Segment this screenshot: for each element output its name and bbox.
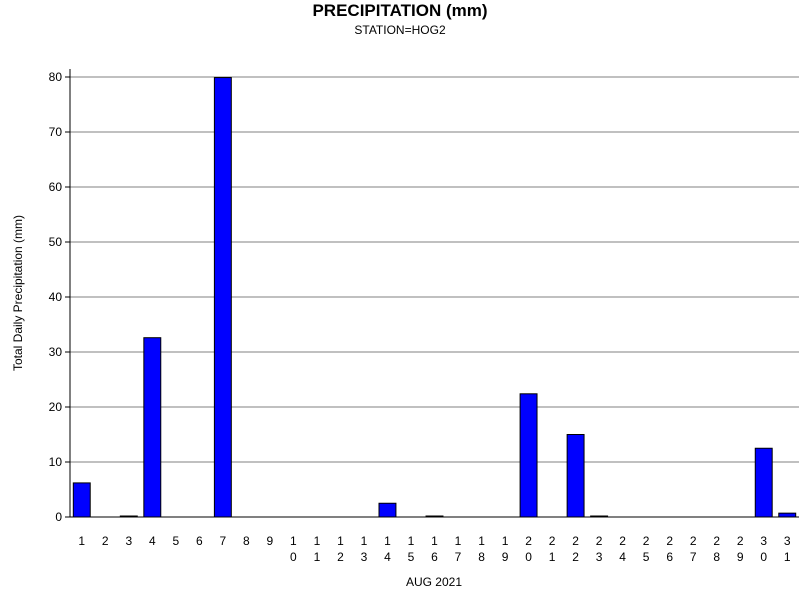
x-axis-title: AUG 2021 <box>406 575 462 589</box>
x-tick-label: 9 <box>267 534 274 548</box>
x-tick-label: 5 <box>172 534 179 548</box>
x-tick-label: 4 <box>149 534 156 548</box>
bar-day-4 <box>143 337 162 518</box>
bar-day-20 <box>519 393 538 518</box>
bar-day-22 <box>566 434 585 518</box>
y-tick-label: 70 <box>49 125 63 139</box>
grid-lines <box>70 76 799 463</box>
chart-subtitle: STATION=HOG2 <box>354 23 446 37</box>
bar-day-7 <box>213 77 232 518</box>
x-tick-label: 3 <box>125 534 132 548</box>
y-tick-label: 40 <box>49 290 63 304</box>
y-tick-label: 0 <box>55 510 62 524</box>
y-tick-label: 60 <box>49 180 63 194</box>
bar-day-1 <box>72 482 91 518</box>
x-tick-label: 7 <box>220 534 227 548</box>
bar-day-14 <box>378 502 397 518</box>
y-tick-label: 80 <box>49 70 63 84</box>
y-tick-label: 10 <box>49 455 63 469</box>
x-tick-label: 2 <box>102 534 109 548</box>
x-tick-label: 8 <box>243 534 250 548</box>
y-tick-label: 30 <box>49 345 63 359</box>
y-tick-label: 20 <box>49 400 63 414</box>
y-tick-label: 50 <box>49 235 63 249</box>
bar-day-31 <box>778 512 797 518</box>
axes <box>65 69 799 518</box>
bar-day-30 <box>754 447 773 518</box>
chart-title: PRECIPITATION (mm) <box>312 1 488 20</box>
y-axis-title: Total Daily Precipitation (mm) <box>11 215 25 371</box>
x-tick-label: 6 <box>196 534 203 548</box>
x-tick-label: 1 <box>78 534 85 548</box>
